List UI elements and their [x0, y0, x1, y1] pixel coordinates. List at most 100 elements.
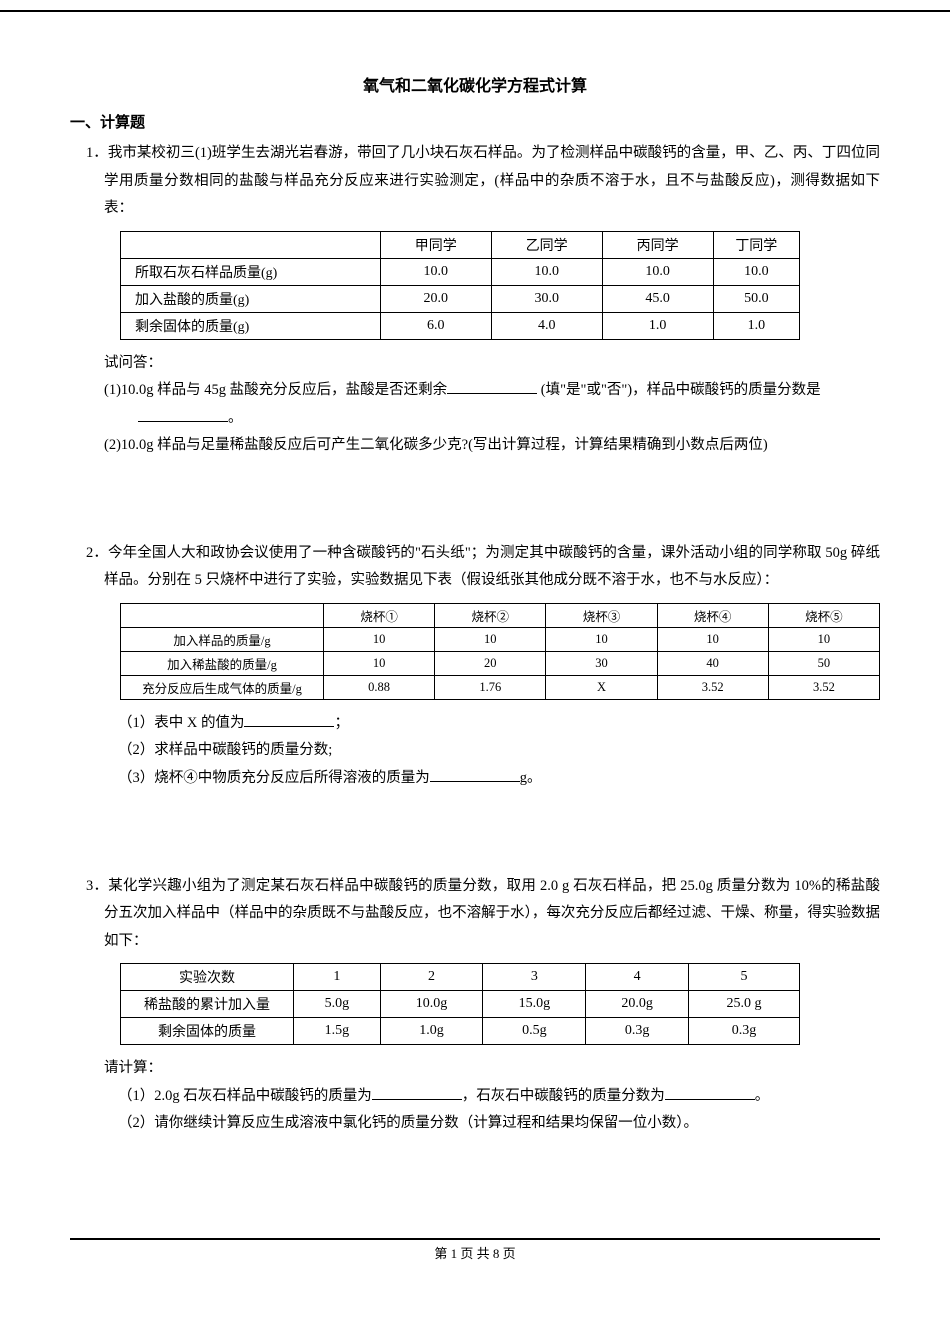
table-cell: 甲同学: [380, 231, 491, 258]
table-cell: 烧杯③: [546, 603, 657, 627]
q3-sub1a: （1）2.0g 石灰石样品中碳酸钙的质量为: [118, 1088, 372, 1104]
table-row: 所取石灰石样品质量(g) 10.0 10.0 10.0 10.0: [121, 258, 800, 285]
table-cell: 1.0: [602, 312, 713, 339]
q1-text: 我市某校初三(1)班学生去湖光岩春游，带回了几小块石灰石样品。为了检测样品中碳酸…: [104, 145, 880, 216]
table-row: 剩余固体的质量 1.5g 1.0g 0.5g 0.3g 0.3g: [121, 1018, 800, 1045]
table-row: 加入样品的质量/g 10 10 10 10 10: [121, 627, 880, 651]
table-cell: 2: [380, 964, 483, 991]
blank: [665, 1084, 755, 1100]
table-cell: 10.0: [380, 258, 491, 285]
table-row: 充分反应后生成气体的质量/g 0.88 1.76 X 3.52 3.52: [121, 675, 880, 699]
table-cell: 3.52: [657, 675, 768, 699]
q2-sub1b: ；: [334, 715, 349, 731]
q1-sub1: (1)10.0g 样品与 45g 盐酸充分反应后，盐酸是否还剩余 (填"是"或"…: [70, 377, 880, 405]
table-row: 烧杯① 烧杯② 烧杯③ 烧杯④ 烧杯⑤: [121, 603, 880, 627]
table-cell: 5.0g: [294, 991, 381, 1018]
table-cell: 稀盐酸的累计加入量: [121, 991, 294, 1018]
table-cell: 丁同学: [713, 231, 799, 258]
table-cell: 3: [483, 964, 586, 991]
table-row: 甲同学 乙同学 丙同学 丁同学: [121, 231, 800, 258]
table-cell: 40: [657, 651, 768, 675]
table-cell: 10.0: [491, 258, 602, 285]
table-cell: 1: [294, 964, 381, 991]
table-cell: 10: [324, 651, 435, 675]
table-cell: X: [546, 675, 657, 699]
table-row: 剩余固体的质量(g) 6.0 4.0 1.0 1.0: [121, 312, 800, 339]
table-cell: 10: [324, 627, 435, 651]
table-cell: 45.0: [602, 285, 713, 312]
q1-ask: 试问答：: [70, 350, 880, 378]
table-cell: 烧杯⑤: [768, 603, 879, 627]
q2-sub3a: （3）烧杯④中物质充分反应后所得溶液的质量为: [118, 770, 430, 786]
table-cell: 所取石灰石样品质量(g): [121, 258, 381, 285]
table-cell: 25.0 g: [689, 991, 800, 1018]
table-cell: 充分反应后生成气体的质量/g: [121, 675, 324, 699]
table-cell: 实验次数: [121, 964, 294, 991]
doc-title: 氧气和二氧化碳化学方程式计算: [70, 72, 880, 96]
table-cell: 50: [768, 651, 879, 675]
table-row: 实验次数 1 2 3 4 5: [121, 964, 800, 991]
table-row: 加入稀盐酸的质量/g 10 20 30 40 50: [121, 651, 880, 675]
q3-sub1b: ，石灰石中碳酸钙的质量分数为: [462, 1088, 665, 1104]
q1-sub2: (2)10.0g 样品与足量稀盐酸反应后可产生二氧化碳多少克?(写出计算过程，计…: [70, 432, 880, 460]
q2-text: 今年全国人大和政协会议使用了一种含碳酸钙的"石头纸"；为测定其中碳酸钙的含量，课…: [104, 545, 880, 589]
table-cell: 6.0: [380, 312, 491, 339]
table-cell: 4: [586, 964, 689, 991]
table-cell: 烧杯④: [657, 603, 768, 627]
table-cell: 15.0g: [483, 991, 586, 1018]
q3-sub1c: 。: [755, 1088, 770, 1104]
q3-table: 实验次数 1 2 3 4 5 稀盐酸的累计加入量 5.0g 10.0g 15.0…: [120, 963, 800, 1045]
q3-number: 3．: [86, 878, 108, 894]
table-cell: 0.3g: [689, 1018, 800, 1045]
table-cell: 剩余固体的质量: [121, 1018, 294, 1045]
q1-sub1b: (填"是"或"否")，样品中碳酸钙的质量分数是: [537, 382, 820, 398]
question-3: 3．某化学兴趣小组为了测定某石灰石样品中碳酸钙的质量分数，取用 2.0 g 石灰…: [70, 873, 880, 956]
table-cell: 1.76: [435, 675, 546, 699]
table-cell: 20.0g: [586, 991, 689, 1018]
blank: [372, 1084, 462, 1100]
question-2: 2．今年全国人大和政协会议使用了一种含碳酸钙的"石头纸"；为测定其中碳酸钙的含量…: [70, 540, 880, 595]
table-cell: 20: [435, 651, 546, 675]
table-cell: 烧杯①: [324, 603, 435, 627]
q1-sub1-cont: 。: [70, 405, 880, 433]
table-cell: 3.52: [768, 675, 879, 699]
blank: [244, 711, 334, 727]
table-cell: 10: [657, 627, 768, 651]
table-cell: 20.0: [380, 285, 491, 312]
page-footer: 第 1 页 共 8 页: [70, 1238, 880, 1262]
q1-sub1a: (1)10.0g 样品与 45g 盐酸充分反应后，盐酸是否还剩余: [104, 382, 447, 398]
q2-sub1: （1）表中 X 的值为 ；: [70, 710, 880, 738]
table-cell: 烧杯②: [435, 603, 546, 627]
section-header: 一、计算题: [70, 111, 880, 132]
table-cell: 0.88: [324, 675, 435, 699]
q2-sub3b: g。: [520, 770, 542, 786]
question-1: 1．我市某校初三(1)班学生去湖光岩春游，带回了几小块石灰石样品。为了检测样品中…: [70, 140, 880, 223]
table-cell: [121, 603, 324, 627]
q2-table: 烧杯① 烧杯② 烧杯③ 烧杯④ 烧杯⑤ 加入样品的质量/g 10 10 10 1…: [120, 603, 880, 700]
table-cell: 1.0g: [380, 1018, 483, 1045]
table-row: 稀盐酸的累计加入量 5.0g 10.0g 15.0g 20.0g 25.0 g: [121, 991, 800, 1018]
q1-number: 1．: [86, 145, 108, 161]
q3-sub2: （2）请你继续计算反应生成溶液中氯化钙的质量分数（计算过程和结果均保留一位小数）…: [70, 1110, 880, 1138]
blank: [430, 767, 520, 783]
table-cell: 0.3g: [586, 1018, 689, 1045]
table-cell: 50.0: [713, 285, 799, 312]
q1-sub1c: 。: [228, 410, 243, 426]
table-cell: 加入盐酸的质量(g): [121, 285, 381, 312]
table-cell: 加入样品的质量/g: [121, 627, 324, 651]
table-cell: 0.5g: [483, 1018, 586, 1045]
q1-table: 甲同学 乙同学 丙同学 丁同学 所取石灰石样品质量(g) 10.0 10.0 1…: [120, 231, 800, 340]
table-cell: 10: [546, 627, 657, 651]
table-cell: 4.0: [491, 312, 602, 339]
table-cell: 加入稀盐酸的质量/g: [121, 651, 324, 675]
table-cell: 丙同学: [602, 231, 713, 258]
table-cell: 5: [689, 964, 800, 991]
table-cell: 剩余固体的质量(g): [121, 312, 381, 339]
q2-sub1a: （1）表中 X 的值为: [118, 715, 244, 731]
table-cell: 10: [768, 627, 879, 651]
q3-ask: 请计算：: [70, 1055, 880, 1083]
table-cell: 10.0: [713, 258, 799, 285]
q2-number: 2．: [86, 545, 108, 561]
table-cell: 30.0: [491, 285, 602, 312]
table-cell: 10.0g: [380, 991, 483, 1018]
